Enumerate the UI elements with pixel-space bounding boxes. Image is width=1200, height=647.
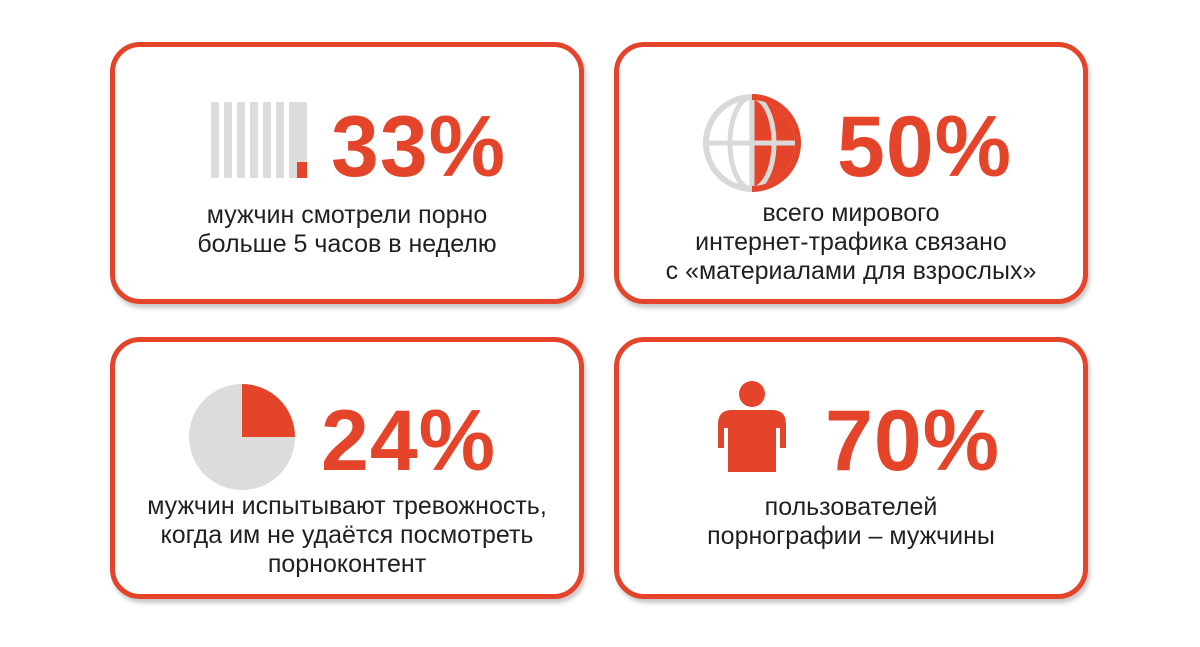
stat-value: 50% [837,99,1013,195]
stat-description-line: пользователей [764,493,938,521]
stat-value: 70% [825,393,1001,489]
pie-icon [189,384,295,490]
stat-description: всего мирового интернет-трафика связано … [629,199,1073,286]
stat-description-line: интернет-трафика связано [695,228,1007,256]
stat-description: мужчин испытывают тревожность, когда им … [125,492,569,579]
stat-description-line: больше 5 часов в неделю [197,230,497,258]
stat-value: 24% [321,393,497,489]
stat-description-line: когда им не удаётся посмотреть [160,521,534,549]
stat-description-line: порнографии – мужчины [707,522,995,550]
person-icon [718,381,786,472]
stat-card-anxiety: 24% мужчин испытывают тревожность, когда… [110,337,584,599]
stat-description-line: порноконтент [267,550,427,578]
stat-description-line: мужчин смотрели порно [206,201,488,229]
bars-icon [211,102,307,178]
stat-description-line: всего мирового [762,199,940,227]
stat-description-line: с «материалами для взрослых» [665,257,1037,285]
stat-card-male-users: 70% пользователей порнографии – мужчины [614,337,1088,599]
stat-value: 33% [331,99,507,195]
stat-description: мужчин смотрели порно больше 5 часов в н… [125,201,569,259]
globe-icon [703,94,801,192]
stat-description-line: мужчин испытывают тревожность, [147,492,547,520]
stat-card-internet-traffic: 50% всего мирового интернет-трафика связ… [614,42,1088,304]
stat-card-weekly-viewing: 33% мужчин смотрели порно больше 5 часов… [110,42,584,304]
stat-description: пользователей порнографии – мужчины [629,493,1073,551]
